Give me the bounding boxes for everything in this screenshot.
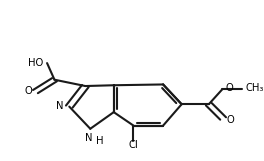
Text: Cl: Cl (129, 140, 138, 150)
Text: O: O (225, 83, 233, 93)
Text: O: O (227, 115, 234, 125)
Text: CH₃: CH₃ (245, 83, 264, 93)
Text: O: O (25, 86, 32, 96)
Text: H: H (96, 136, 103, 146)
Text: N: N (56, 101, 64, 111)
Text: N: N (85, 133, 93, 143)
Text: HO: HO (28, 58, 43, 68)
